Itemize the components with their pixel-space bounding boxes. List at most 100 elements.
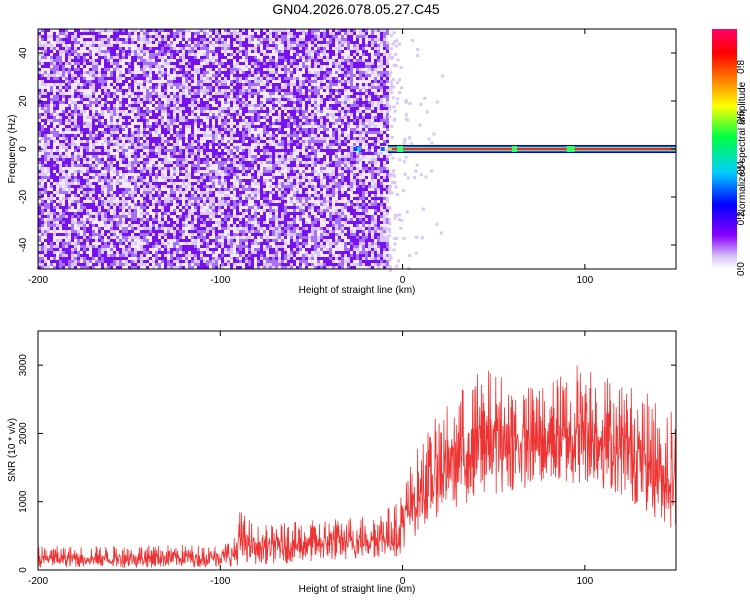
spectrogram-cell [263,197,266,200]
spectrogram-cell [251,134,254,137]
spectrogram-cell [221,158,224,161]
spectrogram-cell [122,212,125,215]
spectrogram-cell [98,254,101,257]
spectrogram-cell [158,77,161,80]
spectrogram-cell [227,74,230,77]
spectrogram-cell [278,188,281,191]
spectrogram-cell [59,173,62,176]
spectrogram-cell [278,152,281,155]
spectrogram-cell [239,83,242,86]
spectrogram-cell [197,170,200,173]
spectrogram-cell [194,155,197,158]
spectrogram-cell [131,77,134,80]
spectrogram-cell [77,77,80,80]
spectrogram-cell [119,209,122,212]
spectrogram-cell [257,152,260,155]
spectrogram-cell [149,218,152,221]
spectrogram-cell [170,92,173,95]
spectrogram-cell [65,203,68,206]
spectrogram-cell [56,95,59,98]
spectrogram-cell [134,140,137,143]
spectrogram-cell [263,200,266,203]
spectrogram-cell [245,188,248,191]
spectrogram-cell [116,248,119,251]
spectrogram-cell [137,257,140,260]
spectrogram-cell [101,98,104,101]
spectrogram-cell [65,227,68,230]
spectrogram-cell [95,44,98,47]
spectrogram-cell [188,143,191,146]
spectrogram-cell [65,149,68,152]
spectrogram-cell [146,155,149,158]
spectrogram-cell [56,101,59,104]
spectrogram-cell [173,149,176,152]
spectrogram-cell [209,164,212,167]
spectrogram-cell [59,200,62,203]
spectrogram-cell [134,152,137,155]
spectrogram-cell [38,32,41,35]
spectrogram-cell [233,116,236,119]
spectrogram-cell [101,104,104,107]
spectrogram-cell [248,188,251,191]
spectrogram-cell [179,77,182,80]
spectrogram-cell [245,44,248,47]
spectrogram-cell [239,152,242,155]
spectrogram-cell [170,224,173,227]
spectrogram-cell [50,59,53,62]
spectrogram-cell [179,56,182,59]
spectrogram-cell [278,215,281,218]
spectrogram-cell [206,89,209,92]
spectrogram-cell [272,158,275,161]
spectrogram-cell [68,104,71,107]
spectrogram-cell [68,47,71,50]
spectrogram-cell [167,122,170,125]
spectrogram-cell [125,29,128,32]
spectrogram-cell [224,158,227,161]
spectrogram-cell [71,236,74,239]
spectrogram-cell [56,119,59,122]
spectrogram-cell [266,98,269,101]
spectrogram-cell [122,41,125,44]
spectrogram-cell [158,167,161,170]
spectrogram-cell [149,128,152,131]
spectrogram-cell [95,251,98,254]
spectrogram-cell [140,59,143,62]
spectrogram-cell [242,74,245,77]
spectrogram-cell [257,176,260,179]
spectrogram-cell [197,158,200,161]
spectrogram-cell [101,158,104,161]
spectrogram-cell [272,194,275,197]
spectrogram-cell [200,242,203,245]
spectrogram-cell [266,239,269,242]
spectrogram-cell [59,83,62,86]
spectrogram-cell [263,74,266,77]
spectrogram-cell [215,197,218,200]
spectrogram-cell [245,257,248,260]
spectrogram-cell [188,29,191,32]
spectrogram-cell [164,266,167,269]
spectrogram-cell [77,86,80,89]
spectrogram-cell [134,56,137,59]
spectrogram-cell [206,107,209,110]
spectrogram-cell [170,98,173,101]
spectrogram-cell [161,152,164,155]
spectrogram-cell [278,242,281,245]
spectrogram-cell [257,68,260,71]
spectrogram-cell [53,38,56,41]
spectrogram-cell [128,71,131,74]
spectrogram-cell [206,32,209,35]
spectrogram-cell [98,131,101,134]
spectrogram-cell [233,158,236,161]
spectrogram-cell [38,149,41,152]
spectrogram-cell [281,137,284,140]
spectrogram-cell [68,233,71,236]
spectrogram-cell [41,209,44,212]
spectrogram-cell [119,239,122,242]
spectrogram-cell [146,245,149,248]
spectrogram-cell [71,44,74,47]
spectrogram-cell [56,191,59,194]
spectrogram-cell [101,200,104,203]
spectrogram-cell [158,44,161,47]
spectrogram-cell [215,59,218,62]
spectrogram-cell [146,188,149,191]
